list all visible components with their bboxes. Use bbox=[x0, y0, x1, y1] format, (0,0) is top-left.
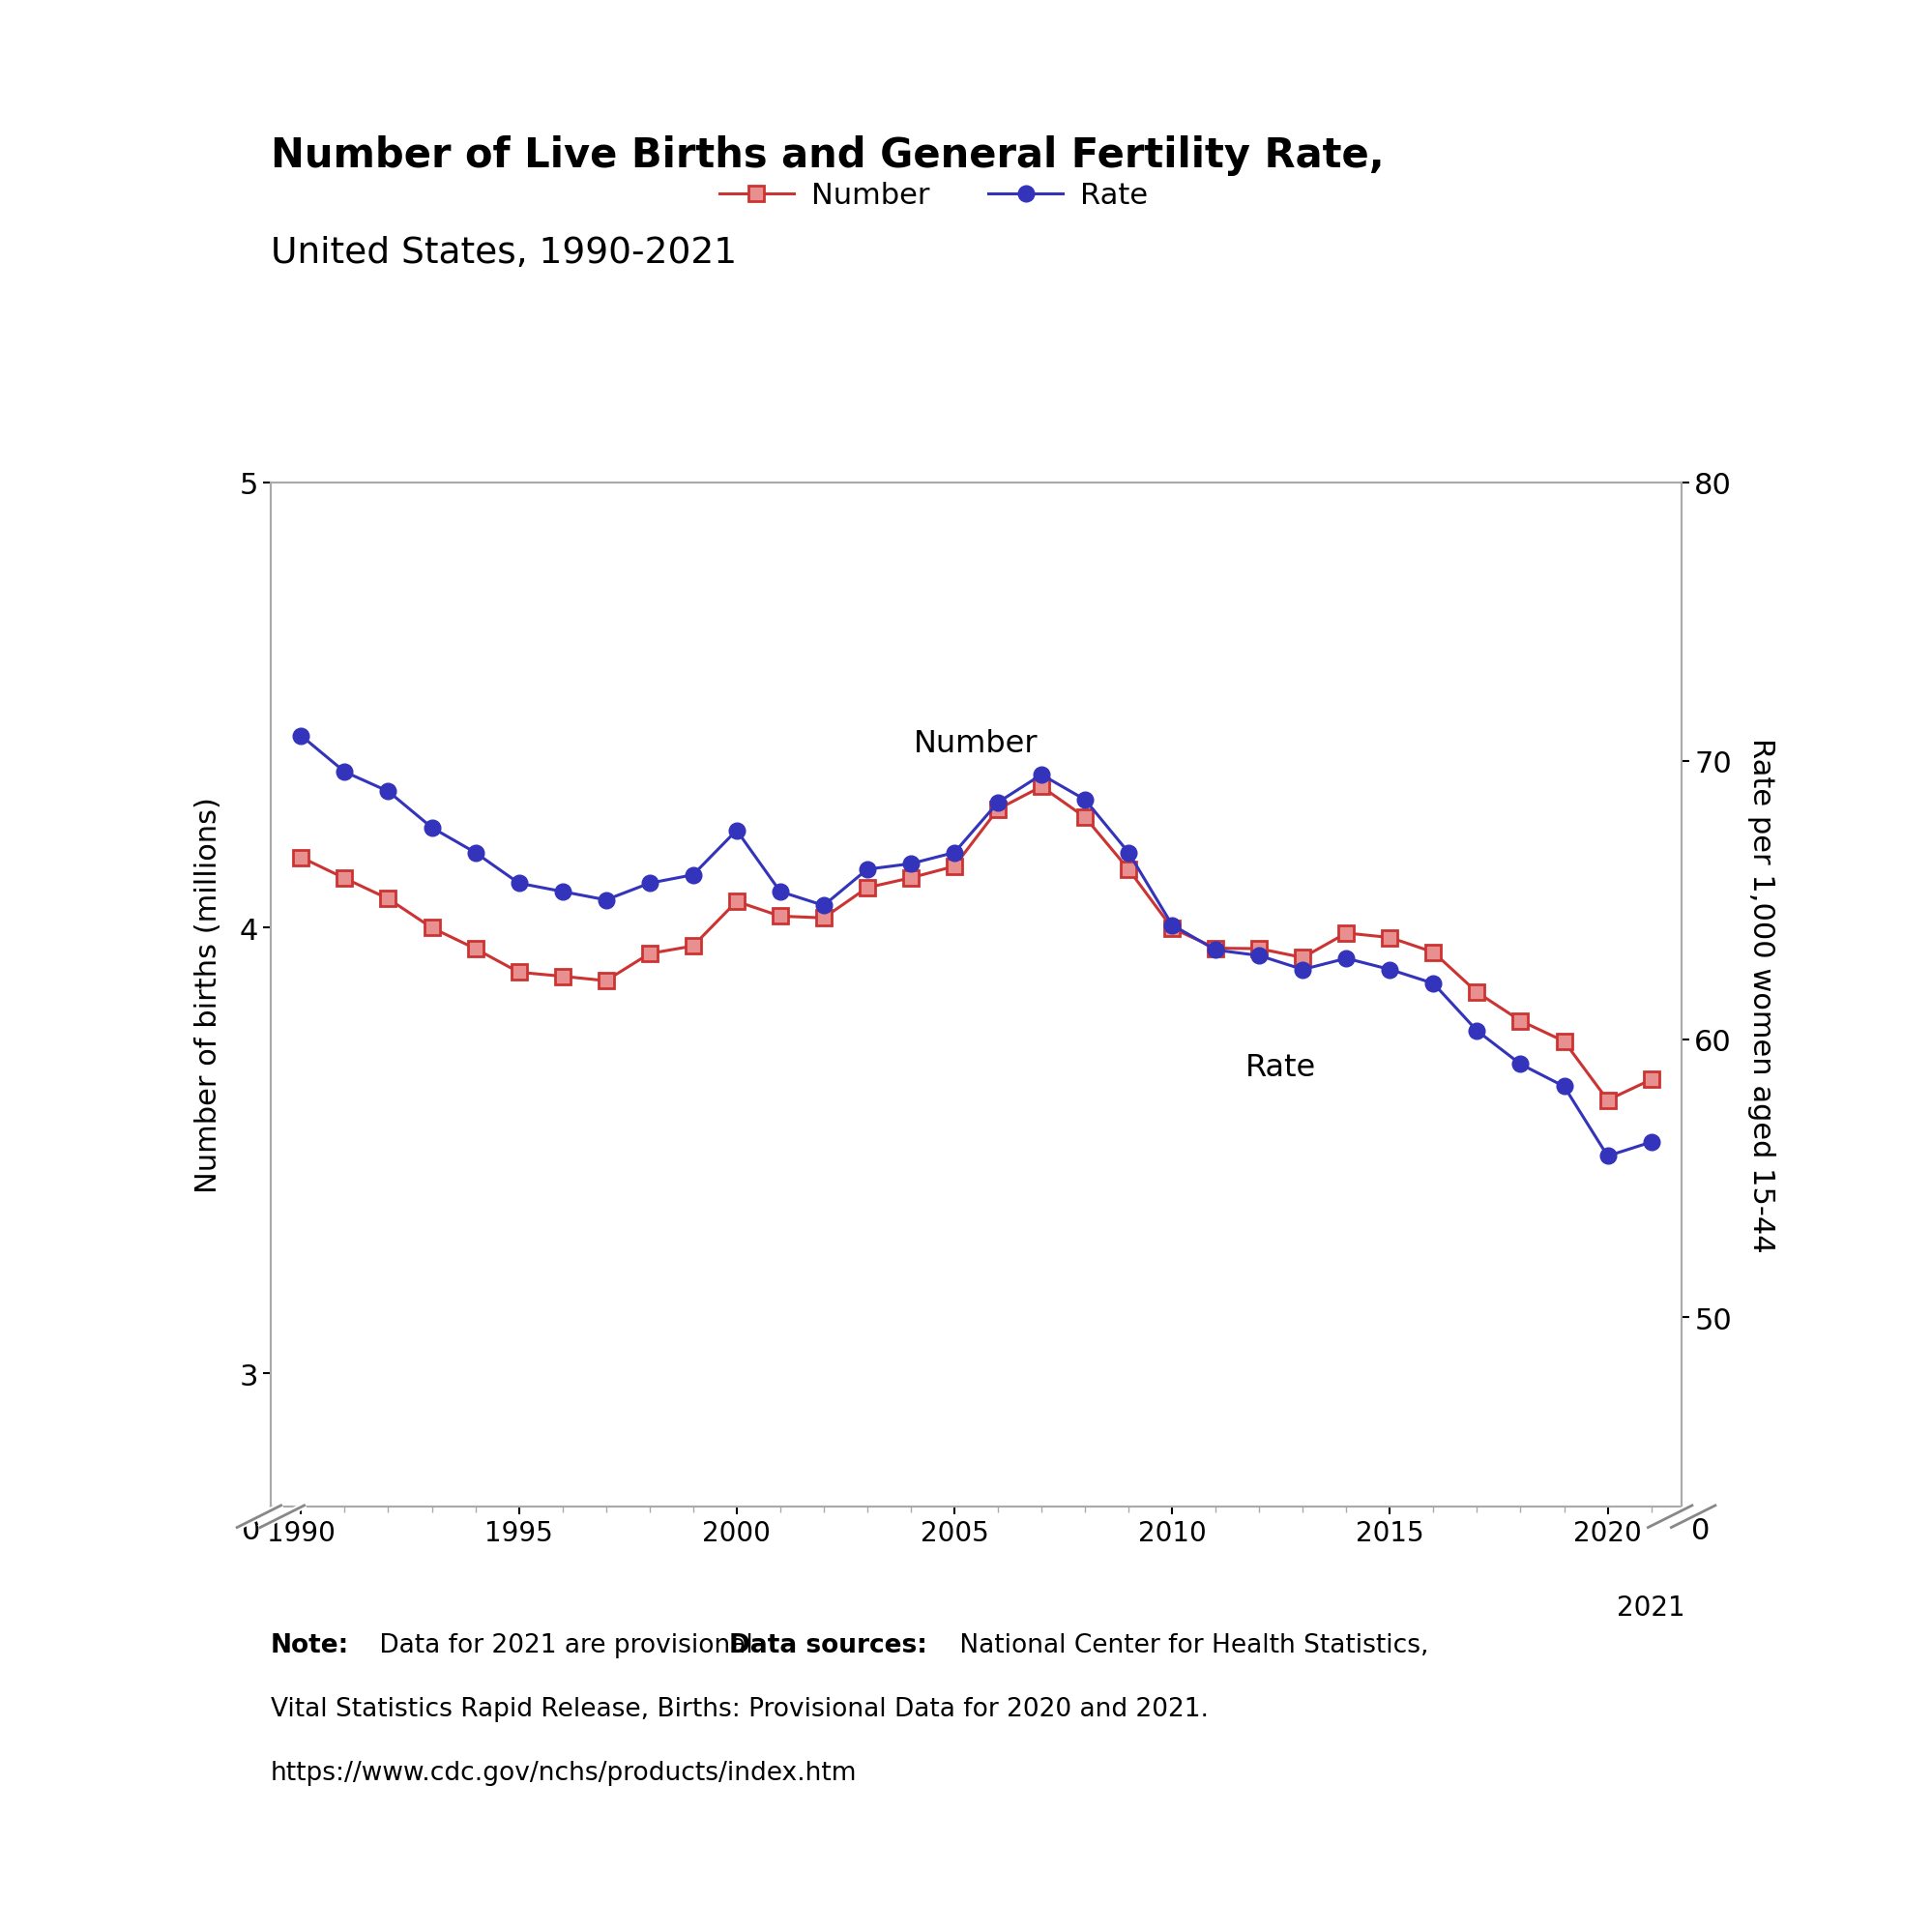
Y-axis label: Rate per 1,000 women aged 15-44: Rate per 1,000 women aged 15-44 bbox=[1747, 738, 1774, 1252]
Text: Data sources:: Data sources: bbox=[728, 1633, 925, 1658]
Text: National Center for Health Statistics,: National Center for Health Statistics, bbox=[951, 1633, 1428, 1658]
Text: Note:: Note: bbox=[270, 1633, 350, 1658]
Text: Number: Number bbox=[914, 728, 1037, 759]
Text: 0: 0 bbox=[242, 1517, 261, 1544]
Text: Vital Statistics Rapid Release, Births: Provisional Data for 2020 and 2021.: Vital Statistics Rapid Release, Births: … bbox=[270, 1696, 1208, 1721]
Legend: Number, Rate: Number, Rate bbox=[707, 170, 1159, 222]
Y-axis label: Number of births (millions): Number of births (millions) bbox=[195, 796, 222, 1194]
Text: Number of Live Births and General Fertility Rate,: Number of Live Births and General Fertil… bbox=[270, 135, 1383, 176]
Text: United States, 1990-2021: United States, 1990-2021 bbox=[270, 236, 736, 270]
Text: https://www.cdc.gov/nchs/products/index.htm: https://www.cdc.gov/nchs/products/index.… bbox=[270, 1760, 856, 1785]
Text: 0: 0 bbox=[1690, 1517, 1710, 1544]
Text: Rate: Rate bbox=[1244, 1053, 1316, 1082]
Text: Data for 2021 are provisional.: Data for 2021 are provisional. bbox=[371, 1633, 769, 1658]
Text: 2021: 2021 bbox=[1617, 1594, 1685, 1621]
